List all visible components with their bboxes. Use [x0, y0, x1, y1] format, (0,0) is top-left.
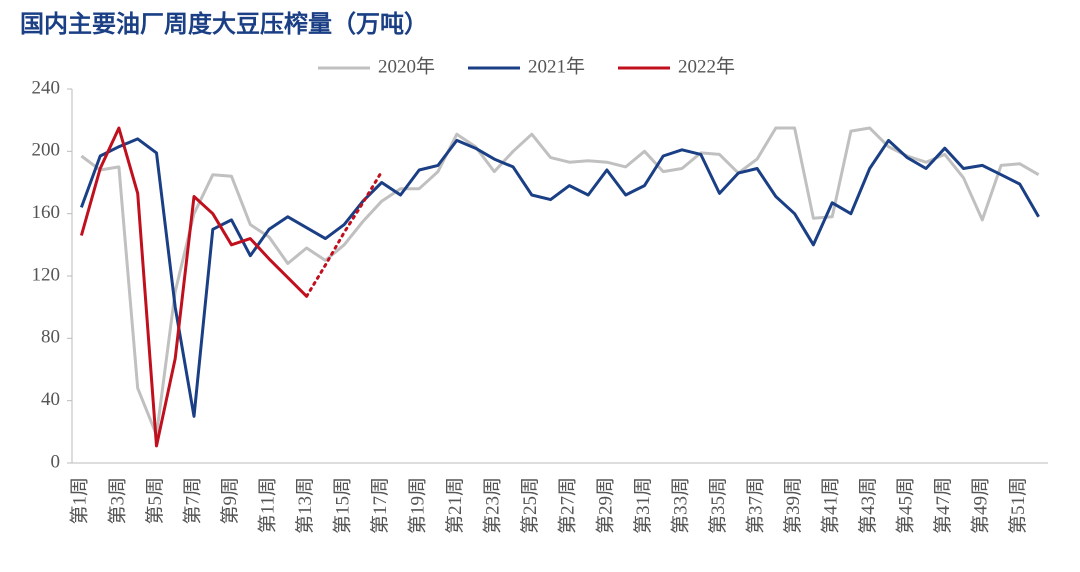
x-tick-label: 第47周: [932, 477, 954, 534]
x-tick-label: 第23周: [482, 477, 504, 534]
x-tick-label: 第39周: [782, 477, 804, 534]
x-tick-label: 第35周: [707, 477, 729, 534]
y-tick-label: 200: [32, 140, 61, 161]
x-tick-label: 第3周: [106, 477, 128, 525]
x-tick-label: 第11周: [256, 477, 278, 533]
chart-title: 国内主要油厂周度大豆压榨量（万吨）: [20, 10, 428, 38]
x-tick-label: 第49周: [970, 477, 992, 534]
series-line-dotted: [305, 170, 384, 298]
x-tick-label: 第5周: [144, 477, 166, 525]
y-tick-label: 80: [41, 327, 60, 348]
x-tick-label: 第15周: [332, 477, 354, 534]
x-tick-label: 第19周: [407, 477, 429, 534]
x-tick-label: 第41周: [820, 477, 842, 534]
series-line: [79, 126, 308, 448]
x-tick-label: 第17周: [369, 477, 391, 534]
y-tick-label: 160: [32, 202, 61, 223]
series-line: [80, 126, 1040, 437]
x-tick-label: 第7周: [181, 477, 203, 525]
x-tick-label: 第21周: [444, 477, 466, 534]
series-line: [79, 137, 1040, 418]
x-tick-label: 第37周: [744, 477, 766, 534]
x-tick-label: 第1周: [69, 477, 91, 525]
y-tick-label: 120: [32, 264, 61, 285]
y-tick-label: 240: [32, 77, 61, 98]
legend-label: 2020年: [378, 55, 435, 77]
y-tick-label: 40: [41, 389, 60, 410]
x-tick-label: 第29周: [594, 477, 616, 534]
x-tick-label: 第31周: [632, 477, 654, 534]
legend-label: 2021年: [528, 55, 585, 77]
x-tick-label: 第9周: [219, 477, 241, 525]
legend-label: 2022年: [678, 55, 735, 77]
x-tick-label: 第27周: [557, 477, 579, 534]
x-tick-label: 第43周: [857, 477, 879, 534]
y-tick-label: 0: [51, 451, 61, 472]
x-tick-label: 第51周: [1007, 477, 1029, 534]
x-tick-label: 第45周: [895, 477, 917, 534]
x-tick-label: 第13周: [294, 477, 316, 534]
x-tick-label: 第33周: [669, 477, 691, 534]
x-tick-label: 第25周: [519, 477, 541, 534]
